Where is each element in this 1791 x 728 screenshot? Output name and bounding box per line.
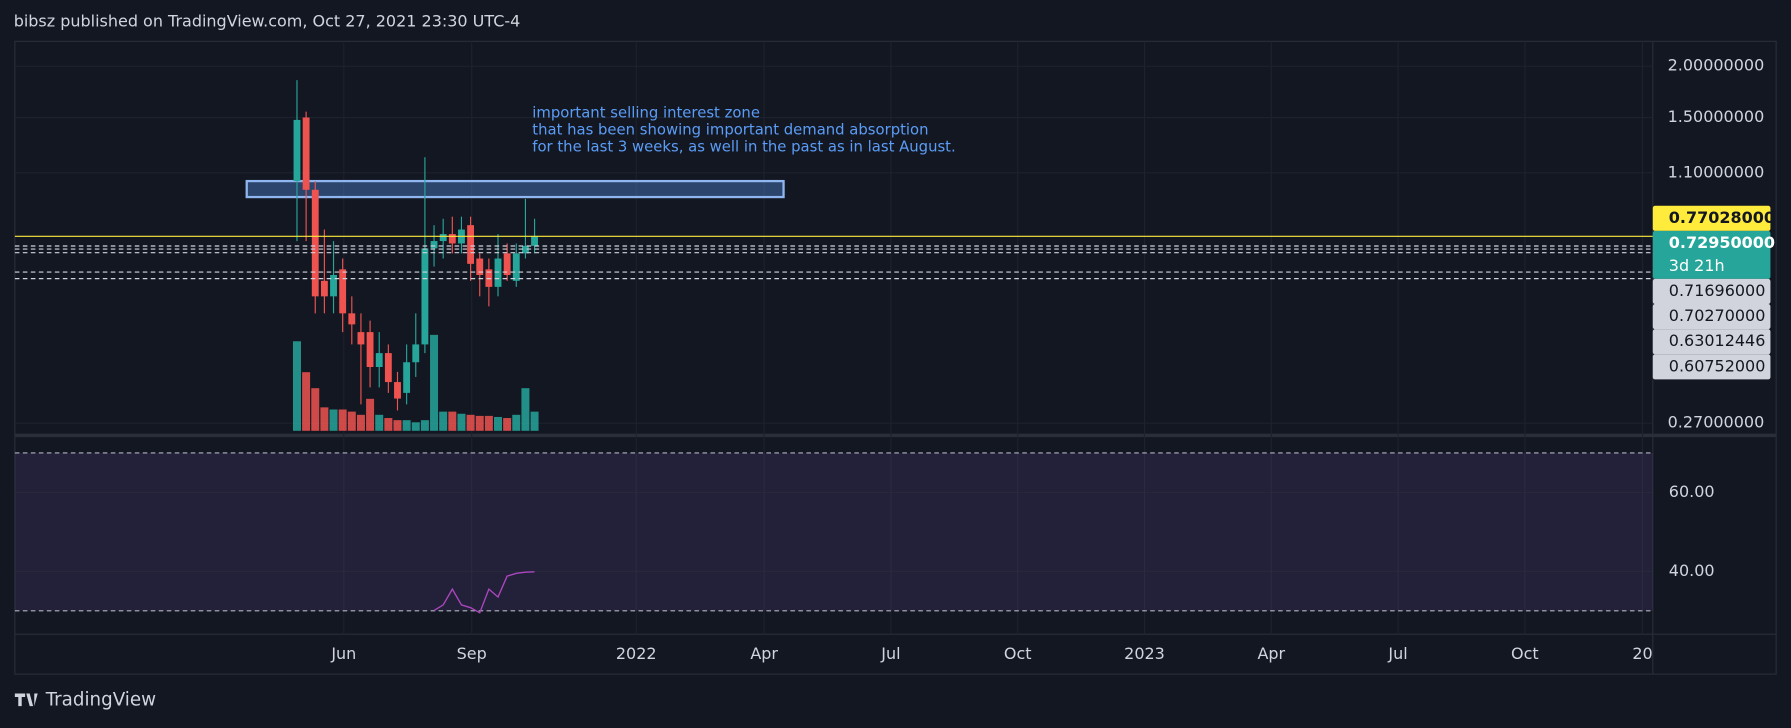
volume-bar <box>393 420 402 431</box>
candle-body <box>403 362 411 393</box>
y-tick-label: 40.00 <box>1669 561 1715 580</box>
annotation: important selling interest zone <box>532 104 760 121</box>
volume-bar <box>347 411 356 431</box>
candle-body <box>531 236 538 246</box>
x-tick-label: Jun <box>330 644 356 663</box>
volume-bar <box>494 416 503 431</box>
candle-body <box>311 189 319 297</box>
frame <box>14 40 1777 675</box>
x-tick-label: 20 <box>1632 644 1652 663</box>
candle-body <box>348 313 356 325</box>
volume-bar <box>411 422 420 431</box>
volume-bar <box>439 411 448 431</box>
logo-icon <box>14 693 38 707</box>
volume-bar <box>484 415 493 431</box>
candle-body <box>521 245 529 254</box>
candle-body <box>494 258 502 287</box>
volume-bar <box>311 388 320 431</box>
annotation: for the last 3 weeks, as well in the pas… <box>532 139 955 156</box>
price-label: 0.72950000 <box>1669 233 1775 252</box>
candle-body <box>467 225 475 264</box>
volume-bar <box>366 398 375 431</box>
candle-body <box>503 253 511 275</box>
volume-bar <box>512 414 521 431</box>
candle-body <box>394 382 401 399</box>
candle-body <box>439 234 447 242</box>
countdown: 3d 21h <box>1669 256 1725 275</box>
price-label: 0.63012446 <box>1669 331 1766 350</box>
candle-body <box>448 234 456 244</box>
volume-bar <box>292 341 301 431</box>
x-tick-label: Apr <box>750 644 778 663</box>
header: bibsz published on TradingView.com, Oct … <box>14 11 521 30</box>
volume-bar <box>530 411 539 431</box>
price-label-box <box>1652 329 1771 355</box>
volume-bar <box>338 409 347 431</box>
volume-bar <box>430 334 439 431</box>
x-tick-label: Jul <box>1387 644 1407 663</box>
candle-body <box>375 353 383 368</box>
candle-body <box>384 353 392 383</box>
volume-bar <box>356 414 365 431</box>
volume-bar <box>475 415 484 431</box>
x-tick-label: Sep <box>457 644 487 663</box>
candle-body <box>339 269 347 314</box>
candle-body <box>293 119 301 182</box>
y-tick-label: 1.10000000 <box>1668 162 1765 181</box>
zone <box>245 179 785 199</box>
candle-body <box>476 258 484 275</box>
price-label: 0.71696000 <box>1669 281 1766 300</box>
volume-bar <box>384 418 393 431</box>
price-label-box <box>1652 278 1771 305</box>
annotation: that has been showing important demand a… <box>532 121 928 138</box>
rsi-line <box>433 571 535 614</box>
x-tick-label: 2023 <box>1124 644 1165 663</box>
candle-body <box>366 332 374 368</box>
y-tick-label: 1.50000000 <box>1668 107 1765 126</box>
candle-body <box>357 332 365 345</box>
x-tick-label: 2022 <box>616 644 657 663</box>
y-tick-label: 60.00 <box>1669 482 1715 501</box>
y-tick-label: 0.27000000 <box>1668 413 1765 432</box>
candle-body <box>330 274 337 297</box>
candle-body <box>421 248 429 345</box>
price-label: 0.60752000 <box>1669 356 1766 375</box>
volume-bar <box>302 372 311 431</box>
volume-bar <box>320 407 329 431</box>
price-label: 0.77028000 <box>1669 208 1775 227</box>
footer: TradingView <box>45 689 156 710</box>
price-label-box <box>1652 205 1771 231</box>
volume-bar <box>521 388 530 431</box>
volume-bar <box>448 411 457 431</box>
rsi-band <box>14 452 1653 611</box>
price-label-box <box>1652 354 1771 380</box>
volume-bar <box>503 418 512 431</box>
volume-bar <box>402 420 411 431</box>
price-label: 0.70270000 <box>1669 306 1766 325</box>
candle-body <box>320 280 328 297</box>
candle-body <box>512 253 520 281</box>
price-label-box <box>1652 230 1771 279</box>
volume-bar <box>420 420 429 431</box>
volume-bar <box>466 414 475 431</box>
volume-bar <box>329 409 338 431</box>
volume-bar <box>375 414 384 431</box>
x-tick-label: Oct <box>1511 644 1539 663</box>
x-tick-label: Apr <box>1257 644 1285 663</box>
x-tick-label: Jul <box>880 644 900 663</box>
volume-bar <box>457 413 466 431</box>
candle-body <box>412 344 420 363</box>
candle-body <box>430 241 438 249</box>
x-tick-label: Oct <box>1004 644 1032 663</box>
y-tick-label: 2.00000000 <box>1668 56 1765 75</box>
logo: TradingView <box>14 689 156 710</box>
price-label-box <box>1652 304 1771 330</box>
candle-body <box>302 117 310 190</box>
